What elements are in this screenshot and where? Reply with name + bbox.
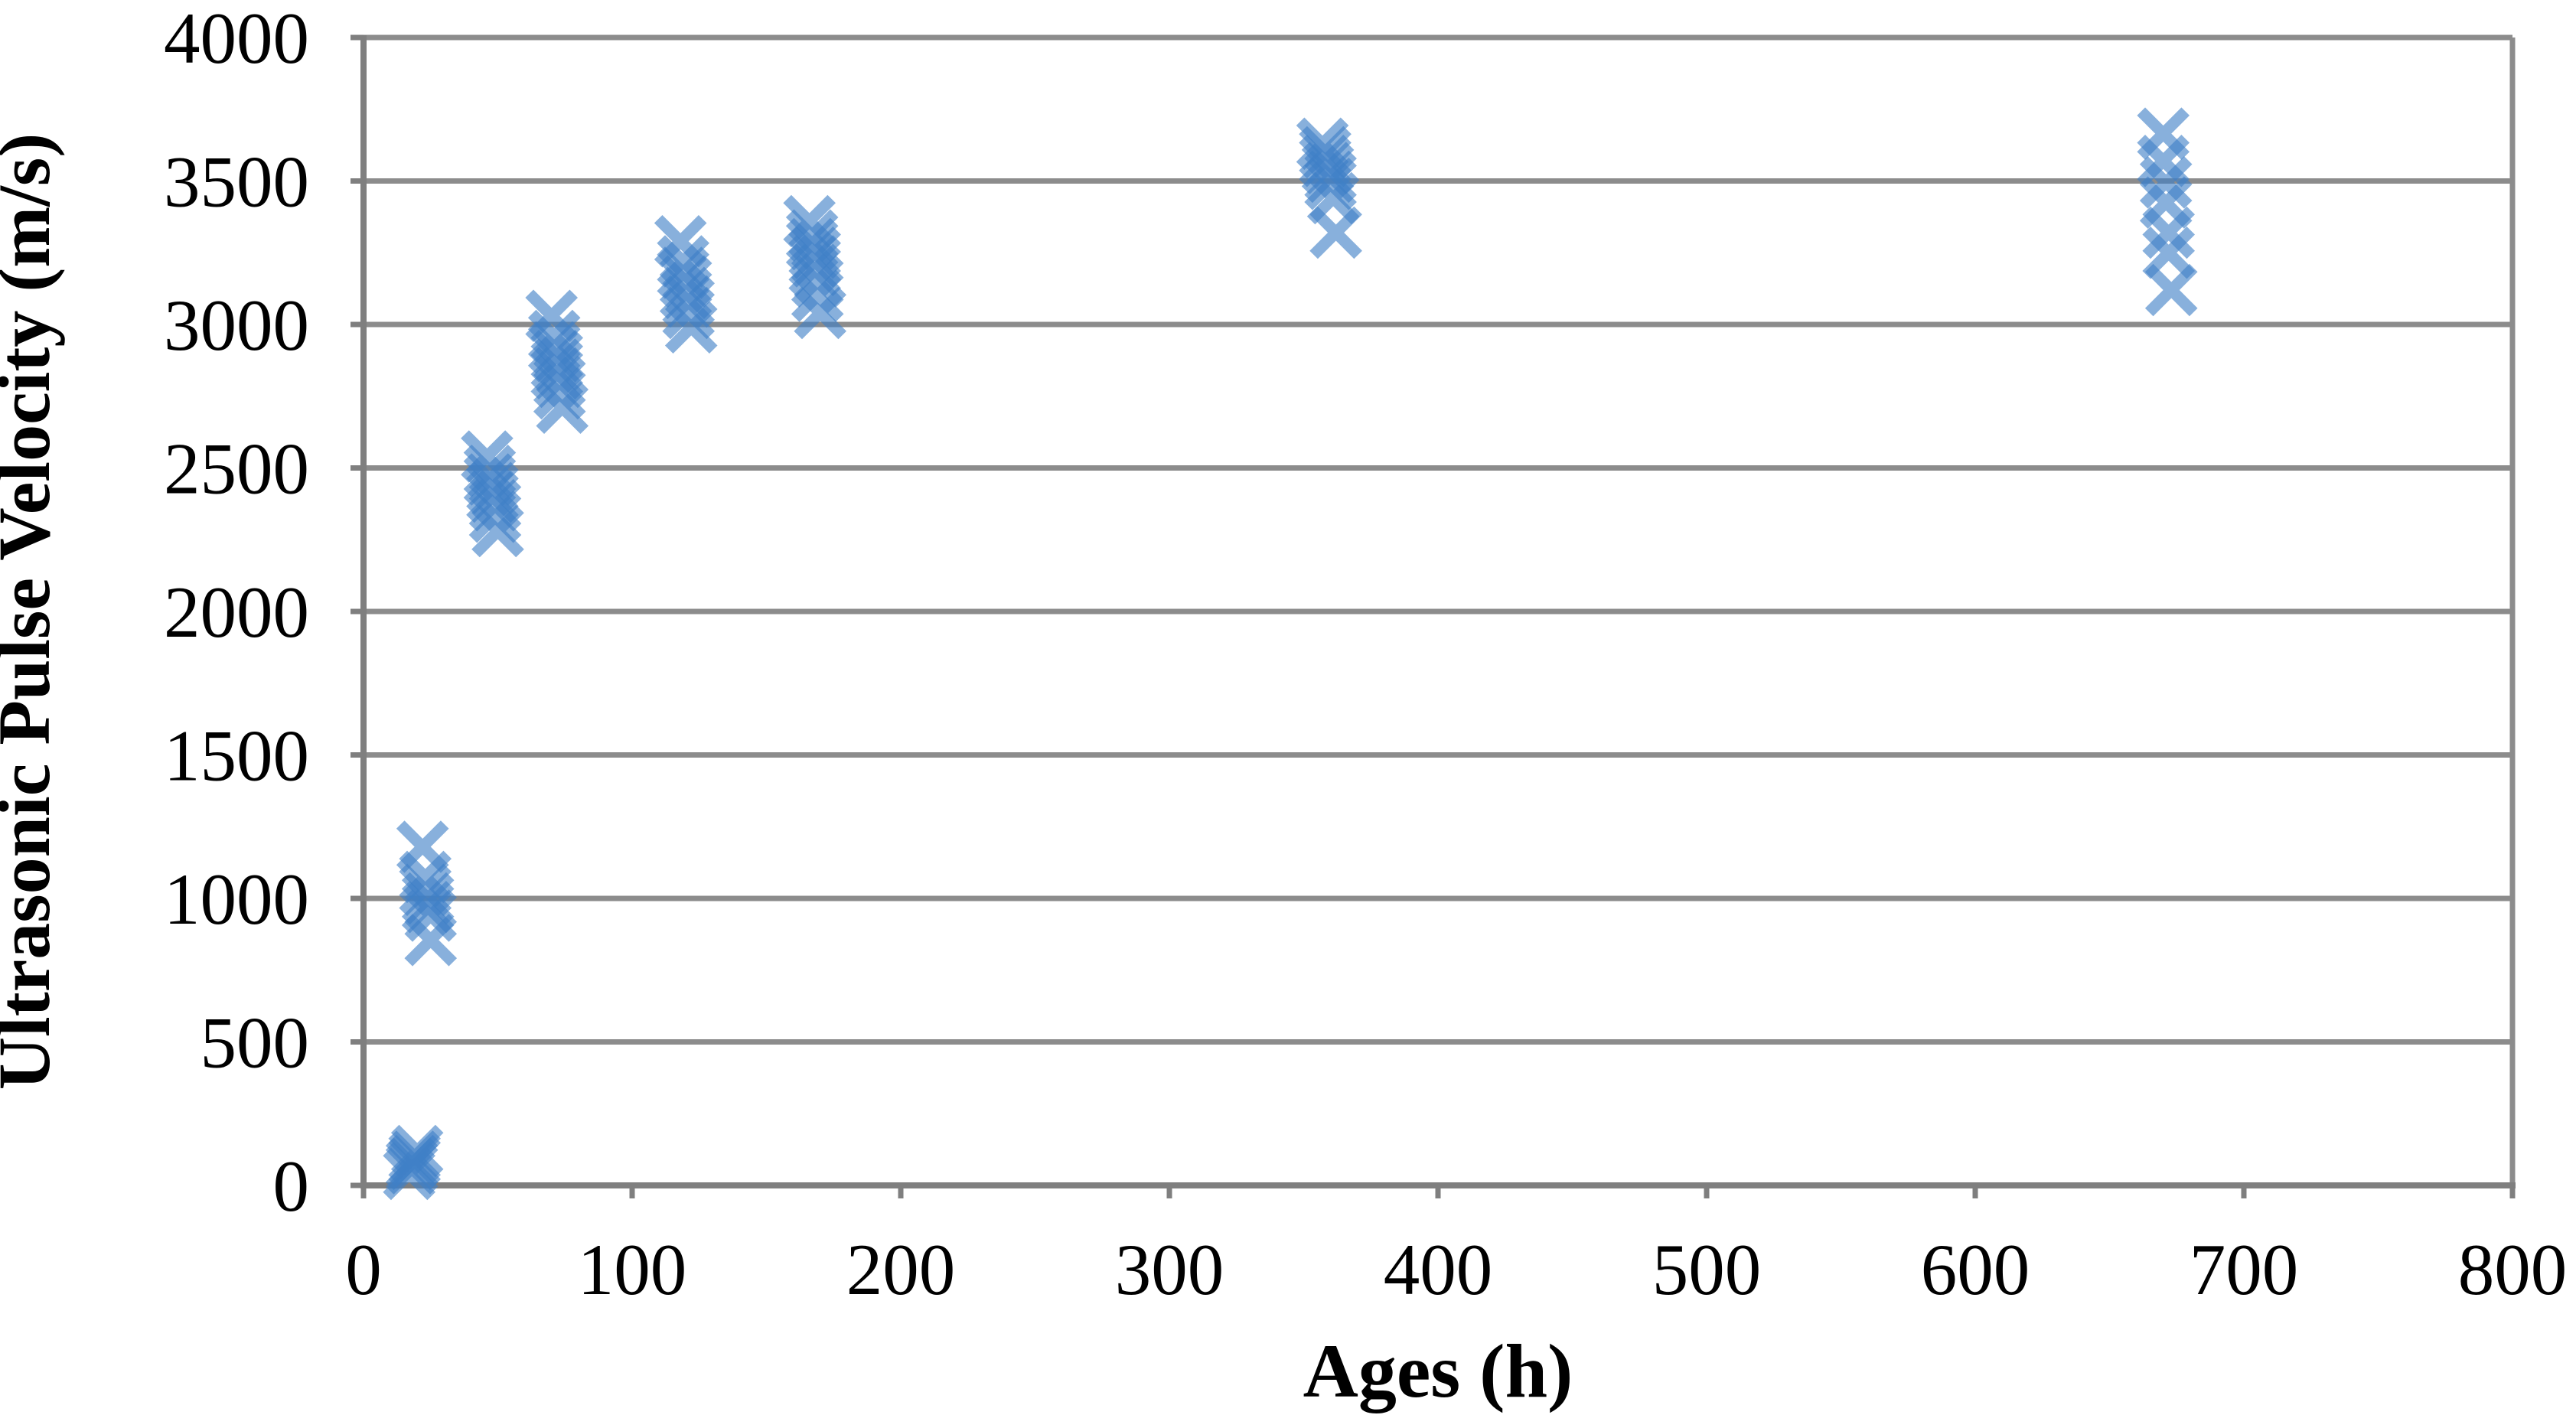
data-point-marker	[471, 504, 524, 558]
data-point-marker	[1309, 206, 1362, 259]
gridlines	[364, 34, 2516, 1188]
x-tick-label: 200	[846, 1229, 956, 1310]
x-tick-label: 600	[1921, 1229, 2030, 1310]
x-tick-label: 300	[1115, 1229, 1224, 1310]
y-tick-label: 2000	[164, 572, 309, 653]
y-tick-label: 1500	[164, 716, 309, 797]
y-tick-labels: 0 500 1000 1500 2000 2500 3000 3500 4000	[164, 0, 309, 1227]
data-point-marker	[794, 286, 847, 340]
data-point-marker	[2139, 156, 2193, 209]
data-point-marker	[791, 269, 844, 322]
data-points	[383, 107, 2198, 1201]
y-tick-label: 3000	[164, 285, 309, 366]
y-axis-title: Ultrasonic Pulse Velocity (m/s)	[0, 133, 65, 1091]
data-point-marker	[662, 286, 716, 340]
data-point-marker	[536, 381, 589, 435]
data-point-marker	[404, 914, 458, 967]
y-tick-label: 2500	[164, 429, 309, 510]
y-tick-label: 500	[201, 1003, 310, 1084]
x-tick-labels: 0 100 200 300 400 500 600 700 800	[345, 1229, 2567, 1310]
data-point-marker	[2142, 206, 2196, 259]
x-axis-title: Ages (h)	[1303, 1329, 1573, 1413]
x-tick-label: 400	[1384, 1229, 1493, 1310]
y-tick-label: 3500	[164, 142, 309, 223]
x-tick-label: 0	[345, 1229, 382, 1310]
x-tick-label: 500	[1652, 1229, 1762, 1310]
data-point-marker	[533, 367, 586, 420]
x-tick-label: 700	[2190, 1229, 2299, 1310]
data-point-marker	[1304, 157, 1357, 210]
x-tick-label: 800	[2458, 1229, 2568, 1310]
data-point-marker	[468, 490, 522, 543]
tick-marks	[351, 34, 2516, 1198]
y-tick-label: 0	[273, 1146, 310, 1227]
data-point-marker	[664, 301, 718, 354]
data-point-marker	[2144, 263, 2198, 317]
y-tick-label: 1000	[164, 859, 309, 940]
data-point-marker	[390, 1124, 444, 1178]
x-tick-label: 100	[578, 1229, 687, 1310]
y-tick-label: 4000	[164, 0, 309, 79]
data-point-marker	[401, 872, 455, 925]
